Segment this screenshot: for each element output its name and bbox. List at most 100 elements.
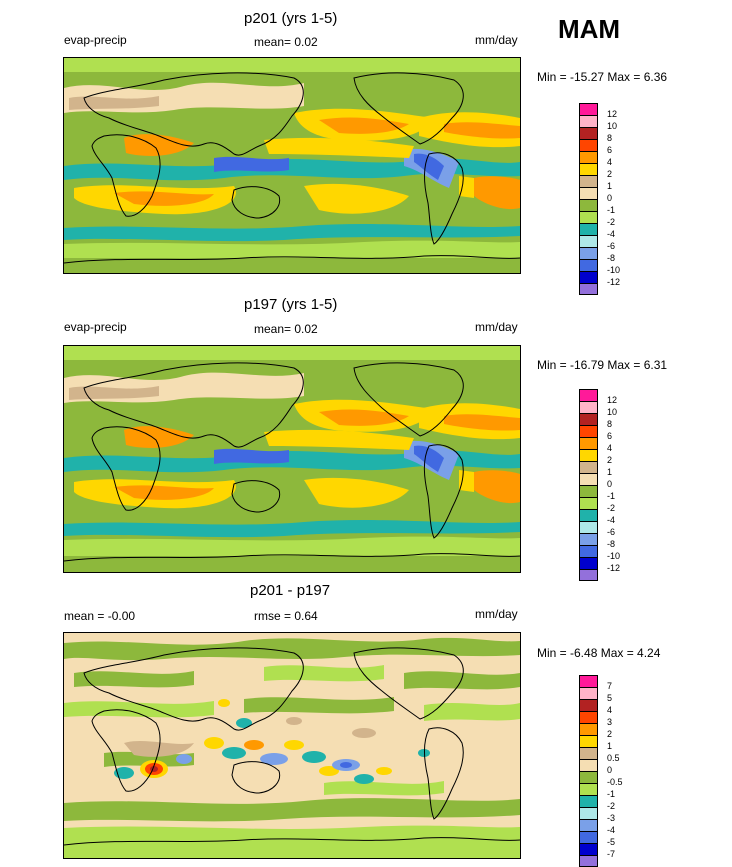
colorbar-box [579,747,598,759]
colorbar-tick-label: 4 [607,443,613,453]
panel-3-rmse-label: rmse = 0.64 [254,609,318,623]
colorbar-tick-label: -1 [607,205,616,215]
colorbar-box [579,175,598,187]
panel-1-minmax: Min = -15.27 Max = 6.36 [537,70,668,84]
panel-2-units-label: mm/day [475,320,518,334]
panel-2-variable-label: evap-precip [64,320,127,334]
colorbar-tick-label: -10 [607,551,621,561]
colorbar-box [579,235,598,247]
colorbar-tick-label: 6 [607,431,613,441]
panel-2-colorbar-boxes [579,389,598,581]
colorbar-tick-label: 5 [607,693,613,703]
colorbar-tick-label: 0 [607,479,613,489]
colorbar-tick-label: -12 [607,563,621,573]
colorbar-box [579,199,598,211]
colorbar-box [579,711,598,723]
colorbar-tick-label: -2 [607,801,616,811]
colorbar-tick-label: 0 [607,765,613,775]
colorbar-tick-label: -10 [607,265,621,275]
colorbar-tick-label: 0 [607,193,613,203]
colorbar-tick-label: 3 [607,717,613,727]
colorbar-box [579,413,598,425]
colorbar-tick-label: -6 [607,527,616,537]
panel-2-title: p197 (yrs 1-5) [244,296,338,313]
colorbar-tick-label: 12 [607,395,618,405]
panel-3-colorbar-boxes [579,675,598,867]
colorbar-tick-label: -12 [607,277,621,287]
panel-1-variable-label: evap-precip [64,33,127,47]
colorbar-box [579,819,598,831]
colorbar-tick-label: -1 [607,491,616,501]
colorbar-box [579,843,598,855]
colorbar-box [579,759,598,771]
colorbar-box [579,461,598,473]
panel-2-minmax: Min = -16.79 Max = 6.31 [537,358,668,372]
colorbar-box [579,401,598,413]
colorbar-tick-label: 10 [607,121,618,131]
panel-3-colorbar: 7 5 4 3 2 1 0.5 0 -0.5 -1 -2 -3 -4 -5 -7 [579,675,623,867]
colorbar-box [579,497,598,509]
colorbar-box [579,247,598,259]
colorbar-tick-label: 7 [607,681,613,691]
colorbar-box [579,127,598,139]
panel-2-mean-label: mean= 0.02 [254,322,318,336]
colorbar-tick-label: -8 [607,253,616,263]
colorbar-tick-label: -0.5 [607,777,623,787]
colorbar-tick-label: 8 [607,133,613,143]
panel-1-map [63,57,521,274]
colorbar-tick-label: -3 [607,813,616,823]
colorbar-tick-label: 0.5 [607,753,620,763]
colorbar-box [579,771,598,783]
colorbar-tick-label: -8 [607,539,616,549]
colorbar-box [579,151,598,163]
colorbar-tick-label: 4 [607,705,613,715]
colorbar-box [579,545,598,557]
colorbar-tick-label: 1 [607,467,613,477]
colorbar-box [579,783,598,795]
colorbar-tick-label: -4 [607,229,616,239]
panel-1-colorbar: 12 10 8 6 4 2 1 0 -1 -2 -4 -6 -8 -10 -12 [579,103,620,295]
colorbar-tick-label: 2 [607,455,613,465]
colorbar-box [579,163,598,175]
colorbar-box [579,855,598,867]
colorbar-box [579,509,598,521]
panel-1-mean-label: mean= 0.02 [254,35,318,49]
colorbar-box [579,271,598,283]
panel-1-units-label: mm/day [475,33,518,47]
colorbar-box [579,449,598,461]
colorbar-box [579,807,598,819]
colorbar-box [579,557,598,569]
colorbar-tick-label: -7 [607,849,616,859]
panel-3-mean-label: mean = -0.00 [64,609,136,623]
colorbar-box [579,723,598,735]
colorbar-box [579,473,598,485]
colorbar-box [579,687,598,699]
colorbar-box [579,437,598,449]
colorbar-box [579,259,598,271]
colorbar-box [579,283,598,295]
colorbar-tick-label: -2 [607,503,616,513]
colorbar-tick-label: 2 [607,729,613,739]
colorbar-box [579,521,598,533]
colorbar-tick-label: -5 [607,837,616,847]
colorbar-box [579,533,598,545]
colorbar-tick-label: -2 [607,217,616,227]
colorbar-tick-label: -1 [607,789,616,799]
colorbar-tick-label: -6 [607,241,616,251]
colorbar-tick-label: 6 [607,145,613,155]
panel-1-colorbar-boxes [579,103,598,295]
panel-2-map [63,345,521,573]
colorbar-box [579,115,598,127]
colorbar-box [579,425,598,437]
colorbar-tick-label: -4 [607,825,616,835]
colorbar-box [579,211,598,223]
colorbar-box [579,699,598,711]
colorbar-box [579,795,598,807]
colorbar-box [579,485,598,497]
colorbar-box [579,831,598,843]
season-label: MAM [558,14,621,44]
colorbar-tick-label: -4 [607,515,616,525]
colorbar-box [579,389,598,401]
colorbar-tick-label: 4 [607,157,613,167]
colorbar-tick-label: 12 [607,109,618,119]
